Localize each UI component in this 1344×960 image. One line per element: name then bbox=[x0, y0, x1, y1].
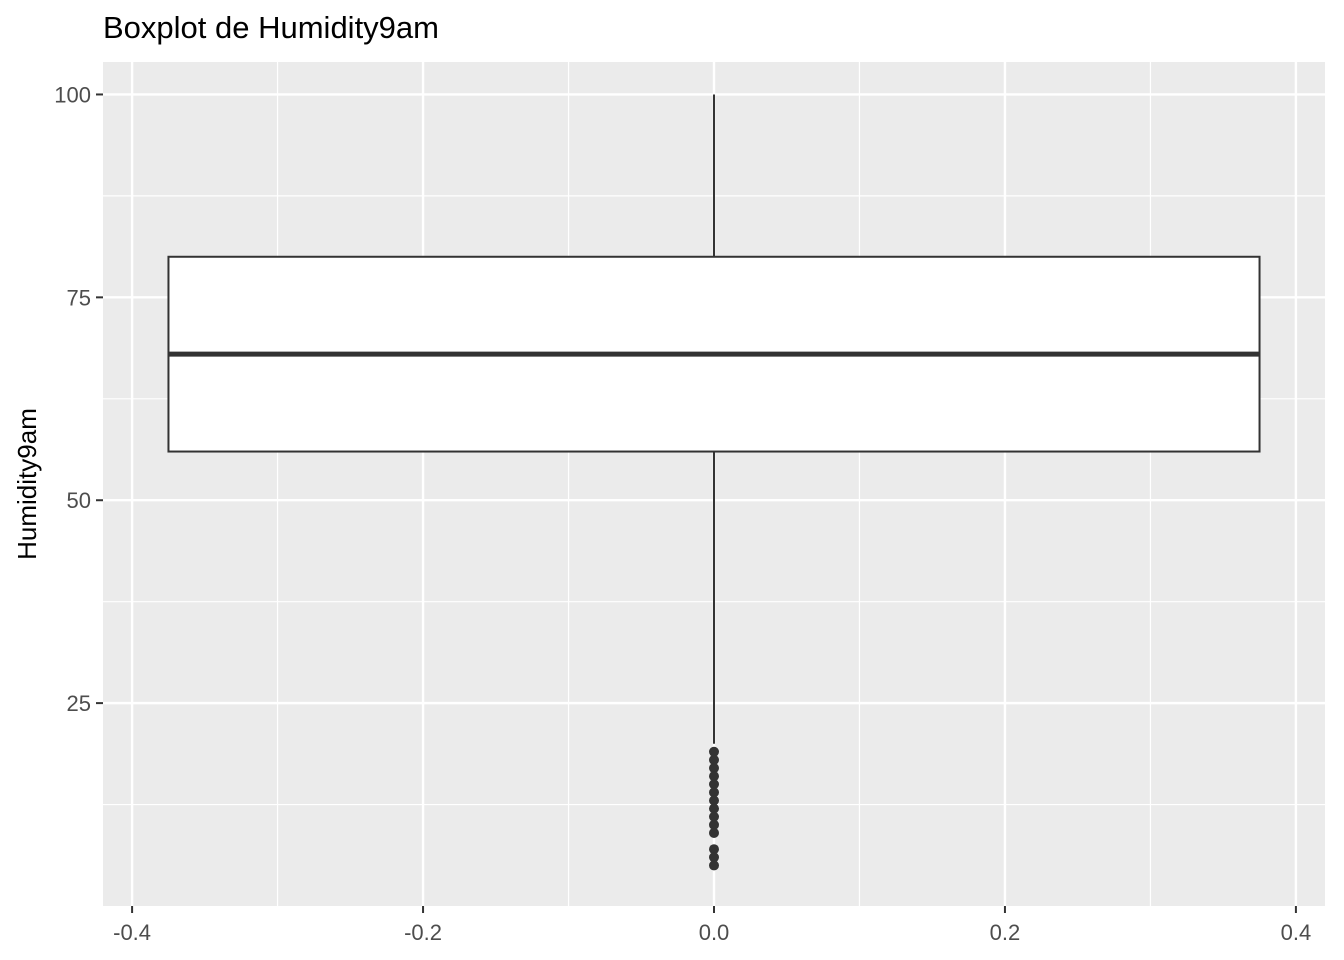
x-tick-label: -0.2 bbox=[404, 920, 442, 945]
outlier-point bbox=[709, 763, 719, 774]
outlier-point bbox=[709, 811, 719, 822]
chart-title: Boxplot de Humidity9am bbox=[103, 10, 439, 45]
outlier-point bbox=[709, 860, 719, 871]
x-tick-label: 0.0 bbox=[699, 920, 730, 945]
outlier-point bbox=[709, 795, 719, 806]
outlier-point bbox=[709, 844, 719, 855]
outlier-point bbox=[709, 771, 719, 782]
outlier-point bbox=[709, 819, 719, 830]
y-tick-label: 25 bbox=[67, 691, 91, 716]
y-tick-label: 50 bbox=[67, 488, 91, 513]
outlier-point bbox=[709, 827, 719, 838]
y-tick-label: 100 bbox=[54, 82, 91, 107]
outlier-point bbox=[709, 803, 719, 814]
outlier-point bbox=[709, 746, 719, 757]
outlier-point bbox=[709, 754, 719, 765]
y-axis-title: Humidity9am bbox=[12, 408, 42, 560]
x-tick-label: 0.2 bbox=[990, 920, 1021, 945]
outlier-point bbox=[709, 787, 719, 798]
x-tick-label: 0.4 bbox=[1281, 920, 1312, 945]
x-tick-label: -0.4 bbox=[113, 920, 151, 945]
outlier-point bbox=[709, 779, 719, 790]
outlier-point bbox=[709, 852, 719, 863]
y-tick-label: 75 bbox=[67, 285, 91, 310]
